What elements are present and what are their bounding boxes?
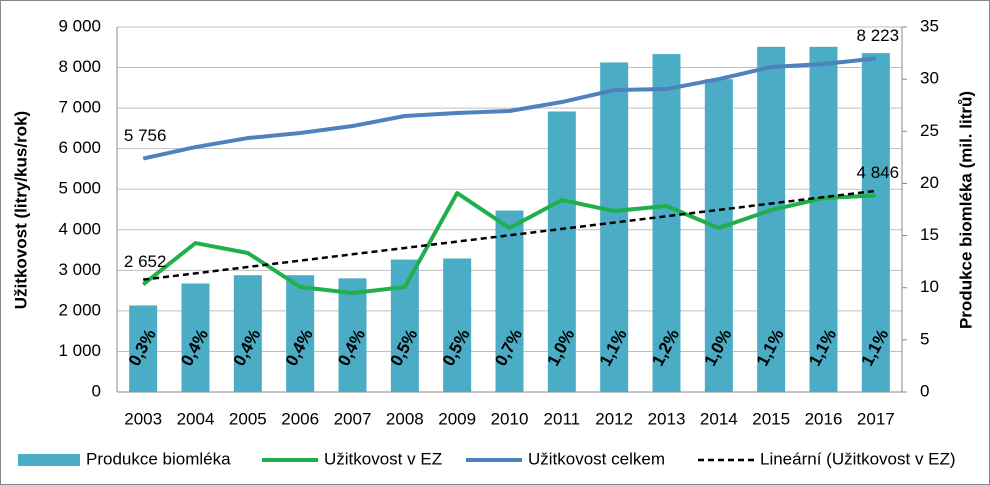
legend-swatch bbox=[18, 454, 80, 466]
legend-label: Lineární (Užitkovost v EZ) bbox=[760, 449, 956, 468]
y-tick-label: 5 000 bbox=[58, 179, 101, 198]
x-tick-label: 2009 bbox=[438, 409, 476, 428]
y2-tick-label: 5 bbox=[920, 329, 929, 348]
y2-tick-label: 20 bbox=[920, 173, 939, 192]
line bbox=[143, 189, 876, 281]
legend-label: Užitkovost v EZ bbox=[324, 449, 442, 468]
bar bbox=[652, 54, 681, 392]
legend-label: Užitkovost celkem bbox=[528, 449, 665, 468]
y-tick-label: 2 000 bbox=[58, 300, 101, 319]
y-tick-label: 3 000 bbox=[58, 260, 101, 279]
y2-tick-label: 25 bbox=[920, 121, 939, 140]
bar bbox=[338, 278, 367, 392]
x-tick-label: 2016 bbox=[805, 409, 843, 428]
y-tick-label: 1 000 bbox=[58, 341, 101, 360]
bar bbox=[495, 210, 524, 392]
y2-axis-title: Produkce biomléka (mil. litrů) bbox=[956, 91, 975, 329]
data-label: 5 756 bbox=[124, 126, 167, 145]
bar bbox=[233, 275, 262, 392]
x-tick-label: 2012 bbox=[595, 409, 633, 428]
y-tick-label: 8 000 bbox=[58, 57, 101, 76]
bar bbox=[704, 79, 733, 393]
y-tick-label: 0 bbox=[92, 381, 101, 400]
data-label: 4 846 bbox=[857, 163, 900, 182]
bar bbox=[861, 53, 890, 392]
line bbox=[142, 56, 877, 161]
y-tick-label: 7 000 bbox=[58, 98, 101, 117]
y2-tick-label: 0 bbox=[920, 381, 929, 400]
x-tick-label: 2017 bbox=[857, 409, 895, 428]
x-tick-label: 2010 bbox=[491, 409, 529, 428]
x-tick-label: 2008 bbox=[386, 409, 424, 428]
y-tick-label: 6 000 bbox=[58, 138, 101, 157]
bar bbox=[757, 46, 786, 393]
x-tick-label: 2003 bbox=[124, 409, 162, 428]
x-tick-label: 2004 bbox=[177, 409, 215, 428]
data-label: 8 223 bbox=[857, 26, 900, 45]
bar bbox=[129, 305, 158, 392]
bar bbox=[443, 258, 472, 392]
y-tick-label: 9 000 bbox=[58, 16, 101, 35]
y-axis-title: Užitkovost (litry/kus/rok) bbox=[11, 111, 30, 309]
legend-label: Produkce biomléka bbox=[86, 449, 231, 468]
x-tick-label: 2005 bbox=[229, 409, 267, 428]
data-label: 2 652 bbox=[124, 252, 167, 271]
y2-tick-label: 30 bbox=[920, 69, 939, 88]
x-tick-label: 2006 bbox=[281, 409, 319, 428]
y2-tick-label: 15 bbox=[920, 225, 939, 244]
bar bbox=[181, 283, 210, 392]
x-tick-label: 2007 bbox=[334, 409, 372, 428]
y2-tick-label: 35 bbox=[920, 16, 939, 35]
x-tick-label: 2011 bbox=[544, 409, 581, 428]
bar bbox=[286, 275, 315, 392]
x-tick-label: 2013 bbox=[648, 409, 686, 428]
bar bbox=[547, 111, 576, 392]
x-tick-label: 2014 bbox=[700, 409, 738, 428]
y-tick-label: 4 000 bbox=[58, 219, 101, 238]
bar bbox=[600, 62, 629, 392]
y2-tick-label: 10 bbox=[920, 277, 939, 296]
bar bbox=[809, 46, 838, 393]
x-tick-label: 2015 bbox=[752, 409, 790, 428]
bar bbox=[390, 259, 419, 392]
